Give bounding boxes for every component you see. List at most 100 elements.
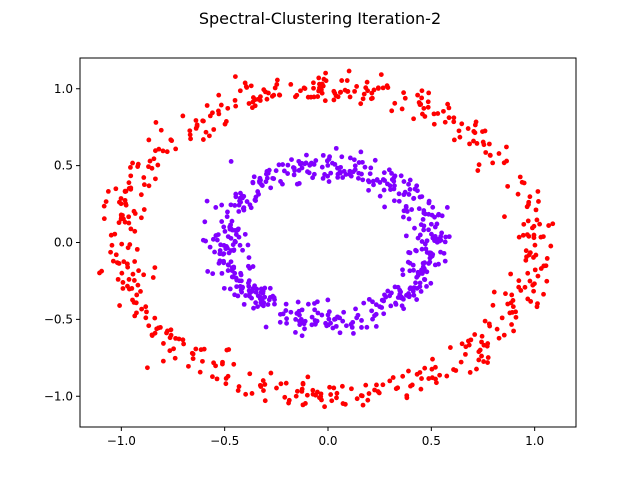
scatter-point: [497, 151, 502, 156]
scatter-point: [424, 247, 429, 252]
points-layer: [97, 69, 555, 409]
scatter-point: [213, 363, 218, 368]
scatter-point: [448, 345, 453, 350]
scatter-point: [407, 192, 412, 197]
scatter-point: [125, 262, 130, 267]
x-axis: −1.0 −0.5 0.0 0.5 1.0: [107, 427, 544, 448]
y-tick-label: −1.0: [44, 389, 73, 403]
scatter-point: [479, 354, 484, 359]
scatter-point: [127, 186, 132, 191]
scatter-point: [119, 201, 124, 206]
scatter-point: [356, 313, 361, 318]
scatter-point: [150, 166, 155, 171]
scatter-point: [205, 103, 210, 108]
scatter-point: [295, 389, 300, 394]
scatter-point: [485, 341, 490, 346]
scatter-point: [430, 205, 435, 210]
scatter-point: [532, 224, 537, 229]
scatter-point: [285, 171, 290, 176]
scatter-point: [436, 213, 441, 218]
scatter-point: [414, 249, 419, 254]
scatter-point: [239, 290, 244, 295]
scatter-point: [546, 223, 551, 228]
scatter-point: [131, 272, 136, 277]
scatter-point: [430, 357, 435, 362]
scatter-point: [313, 322, 318, 327]
scatter-point: [143, 315, 148, 320]
scatter-point: [200, 359, 205, 364]
scatter-point: [505, 184, 510, 189]
scatter-point: [299, 389, 304, 394]
scatter-point: [329, 398, 334, 403]
scatter-point: [313, 393, 318, 398]
scatter-point: [127, 277, 132, 282]
scatter-point: [141, 272, 146, 277]
scatter-point: [353, 167, 358, 172]
scatter-point: [404, 233, 409, 238]
scatter-point: [231, 362, 236, 367]
scatter-point: [537, 222, 542, 227]
scatter-point: [526, 219, 531, 224]
scatter-point: [127, 287, 132, 292]
scatter-point: [322, 404, 327, 409]
scatter-point: [375, 178, 380, 183]
scatter-point: [401, 272, 406, 277]
scatter-point: [343, 88, 348, 93]
scatter-point: [504, 145, 509, 150]
scatter-point: [420, 112, 425, 117]
scatter-point: [413, 280, 418, 285]
scatter-point: [419, 387, 424, 392]
scatter-point: [208, 245, 213, 250]
scatter-point: [274, 386, 279, 391]
scatter-point: [238, 243, 243, 248]
scatter-point: [400, 107, 405, 112]
scatter-point: [161, 359, 166, 364]
scatter-point: [231, 275, 236, 280]
scatter-point: [305, 393, 310, 398]
scatter-point: [128, 226, 133, 231]
scatter-point: [198, 370, 203, 375]
scatter-point: [426, 227, 431, 232]
scatter-point: [243, 232, 248, 237]
scatter-point: [200, 118, 205, 123]
scatter-point: [388, 187, 393, 192]
scatter-point: [505, 302, 510, 307]
scatter-point: [141, 175, 146, 180]
scatter-point: [225, 210, 230, 215]
scatter-point: [268, 295, 273, 300]
scatter-point: [429, 232, 434, 237]
scatter-point: [334, 395, 339, 400]
scatter-point: [507, 311, 512, 316]
scatter-point: [152, 265, 157, 270]
scatter-point: [433, 262, 438, 267]
scatter-point: [368, 165, 373, 170]
scatter-point: [432, 111, 437, 116]
scatter-point: [447, 234, 452, 239]
scatter-point: [139, 307, 144, 312]
scatter-point: [311, 80, 316, 85]
scatter-point: [406, 182, 411, 187]
scatter-point: [419, 96, 424, 101]
scatter-point: [211, 237, 216, 242]
scatter-point: [334, 324, 339, 329]
scatter-point: [350, 325, 355, 330]
scatter-point: [240, 248, 245, 253]
scatter-point: [279, 381, 284, 386]
scatter-point: [245, 199, 250, 204]
scatter-point: [207, 133, 212, 138]
scatter-point: [362, 92, 367, 97]
scatter-point: [408, 187, 413, 192]
scatter-point: [361, 96, 366, 101]
scatter-point: [193, 347, 198, 352]
scatter-point: [293, 317, 298, 322]
scatter-point: [229, 202, 234, 207]
scatter-point: [280, 162, 285, 167]
scatter-point: [195, 124, 200, 129]
scatter-point: [368, 171, 373, 176]
scatter-point: [251, 264, 256, 269]
scatter-point: [335, 391, 340, 396]
scatter-point: [481, 359, 486, 364]
scatter-point: [523, 285, 528, 290]
scatter-point: [405, 209, 410, 214]
scatter-point: [244, 85, 249, 90]
